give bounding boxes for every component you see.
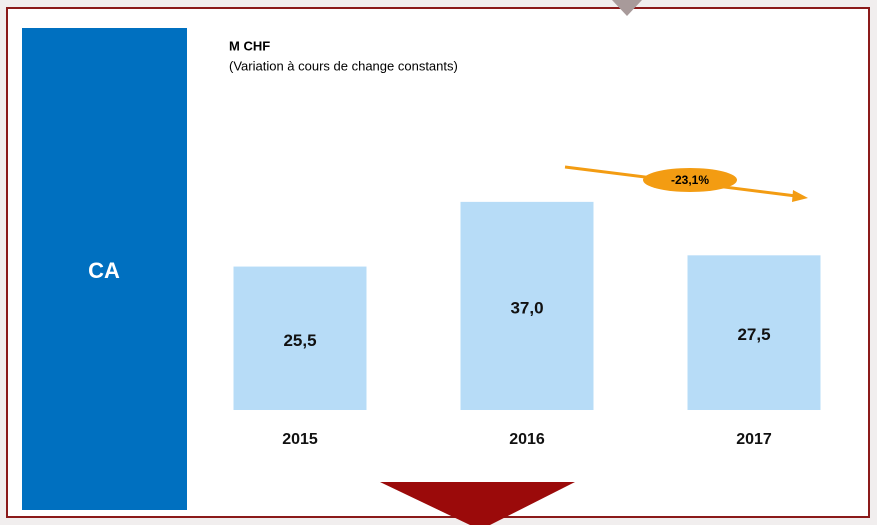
chart: CA M CHF (Variation à cours de change co…	[0, 0, 877, 525]
annotation: -23,1%	[671, 173, 709, 187]
chart-title: M CHF	[229, 38, 270, 53]
x-tick-label: 2017	[736, 431, 772, 448]
chart-subtitle: (Variation à cours de change constants)	[229, 58, 458, 73]
value-label: 27,5	[737, 325, 770, 344]
x-tick-label: 2016	[509, 431, 545, 448]
side-label: CA	[88, 258, 120, 283]
value-label: 37,0	[510, 298, 543, 317]
value-label: 25,5	[283, 331, 316, 350]
x-tick-label: 2015	[282, 431, 318, 448]
